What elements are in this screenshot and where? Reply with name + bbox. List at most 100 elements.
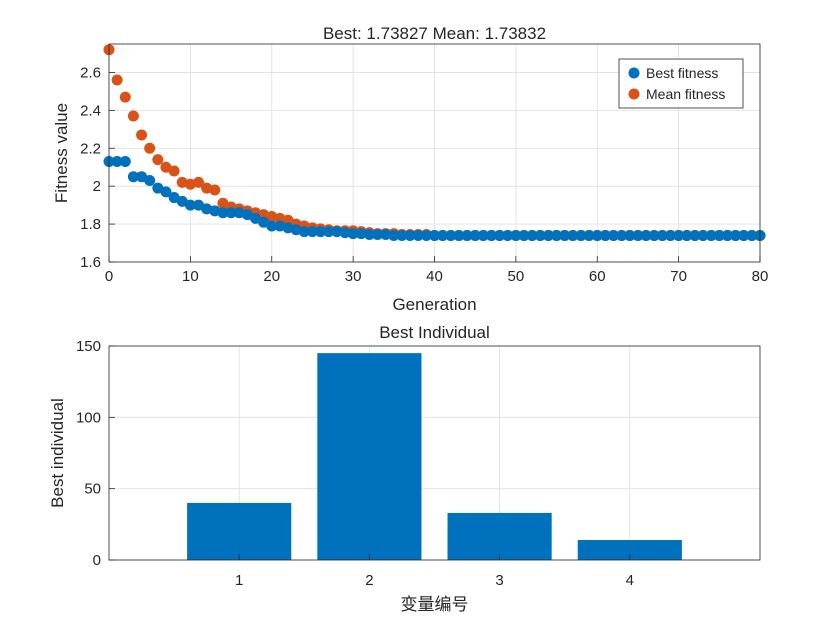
y-tick-label: 2.4 (80, 102, 101, 119)
x-tick-label: 40 (426, 268, 443, 285)
best-fitness-point (144, 174, 156, 186)
best-fitness-point (640, 229, 652, 241)
mean-fitness-point (209, 184, 221, 196)
fitness-ticks: 0 10 20 30 40 50 60 70 80 1.6 1.8 2 2.2 2.4 2.6 (80, 64, 768, 285)
best-fitness-point (119, 156, 131, 168)
legend-best-label: Best fitness (646, 65, 718, 81)
x-tick-label: 3 (495, 572, 503, 589)
bar-axes-box (108, 345, 761, 561)
legend: Best fitness Mean fitness (618, 58, 744, 109)
best-fitness-point (347, 228, 359, 240)
best-fitness-point (746, 229, 758, 241)
legend-best-marker (628, 67, 640, 79)
best-fitness-point (567, 229, 579, 241)
bar (577, 540, 682, 560)
x-tick-label: 2 (365, 572, 373, 589)
best-fitness-point (526, 229, 538, 241)
x-tick-label: 10 (182, 268, 199, 285)
bar (447, 512, 552, 560)
best-fitness-point (477, 229, 489, 241)
x-tick-label: 70 (670, 268, 687, 285)
best-fitness-point (380, 229, 392, 241)
legend-box (618, 58, 744, 109)
best-fitness-point (502, 229, 514, 241)
legend-mean-marker (628, 88, 640, 100)
best-fitness-point (583, 229, 595, 241)
best-fitness-point (323, 226, 335, 238)
best-fitness-point (461, 229, 473, 241)
legend-mean-label: Mean fitness (646, 86, 725, 102)
mean-fitness-point (119, 91, 131, 103)
best-fitness-point (485, 229, 497, 241)
mean-fitness-point (127, 110, 139, 122)
best-fitness-point (510, 229, 522, 241)
best-fitness-point (184, 199, 196, 211)
best-fitness-point (217, 207, 229, 219)
fitness-points (103, 44, 766, 241)
best-fitness-point (388, 229, 400, 241)
fitness-ylabel: Fitness value (52, 103, 71, 203)
best-fitness-point (542, 229, 554, 241)
mean-fitness-point (111, 74, 123, 86)
mean-fitness-point (136, 129, 148, 141)
best-fitness-point (673, 229, 685, 241)
best-fitness-point (608, 229, 620, 241)
best-fitness-point (713, 229, 725, 241)
best-fitness-point (624, 229, 636, 241)
x-tick-label: 60 (589, 268, 606, 285)
best-fitness-point (298, 226, 310, 238)
bar-ylabel: Best individual (48, 398, 67, 508)
mean-fitness-point (193, 176, 205, 188)
y-tick-label: 150 (76, 338, 101, 355)
mean-fitness-point (152, 154, 164, 166)
best-fitness-point (412, 229, 424, 241)
y-tick-label: 50 (84, 481, 101, 498)
mean-fitness-point (168, 165, 180, 177)
y-tick-label: 2.2 (80, 140, 101, 157)
best-fitness-point (363, 229, 375, 241)
best-fitness-point (705, 229, 717, 241)
bar-title: Best Individual (379, 323, 490, 342)
best-fitness-point (331, 226, 343, 238)
bar-xlabel: 变量编号 (401, 595, 469, 614)
best-fitness-point (469, 229, 481, 241)
best-fitness-point (632, 229, 644, 241)
x-tick-label: 20 (263, 268, 280, 285)
best-fitness-point (420, 229, 432, 241)
best-fitness-point (306, 226, 318, 238)
y-tick-label: 1.6 (80, 254, 101, 271)
best-fitness-point (656, 229, 668, 241)
best-fitness-point (551, 229, 563, 241)
best-fitness-point (396, 229, 408, 241)
best-fitness-point (404, 229, 416, 241)
best-fitness-point (591, 229, 603, 241)
best-fitness-point (689, 229, 701, 241)
x-tick-label: 0 (105, 268, 113, 285)
best-fitness-point (160, 186, 172, 198)
best-fitness-point (225, 207, 237, 219)
best-fitness-point (721, 229, 733, 241)
y-tick-label: 100 (76, 409, 101, 426)
best-fitness-point (599, 229, 611, 241)
best-individual-plot: 1 2 3 4 0 50 100 150 Best Individual 变量编号 Best … (48, 323, 761, 614)
best-fitness-point (575, 229, 587, 241)
fitness-plot: 0 10 20 30 40 50 60 70 80 1.6 1.8 2 2.2 2.4 2.6 Best: … (52, 24, 768, 314)
best-fitness-point (315, 226, 327, 238)
fitness-grid (108, 44, 761, 263)
y-tick-label: 0 (93, 552, 101, 569)
mean-fitness-point (144, 142, 156, 154)
bars (187, 353, 682, 560)
best-fitness-point (127, 171, 139, 183)
best-fitness-point (494, 229, 506, 241)
best-fitness-point (738, 229, 750, 241)
x-tick-label: 50 (508, 268, 525, 285)
x-tick-label: 4 (626, 572, 634, 589)
best-fitness-point (339, 227, 351, 239)
best-fitness-point (355, 228, 367, 240)
bar (187, 502, 292, 560)
y-tick-label: 1.8 (80, 216, 101, 233)
bar (317, 353, 422, 560)
best-fitness-point (664, 229, 676, 241)
best-fitness-point (453, 229, 465, 241)
